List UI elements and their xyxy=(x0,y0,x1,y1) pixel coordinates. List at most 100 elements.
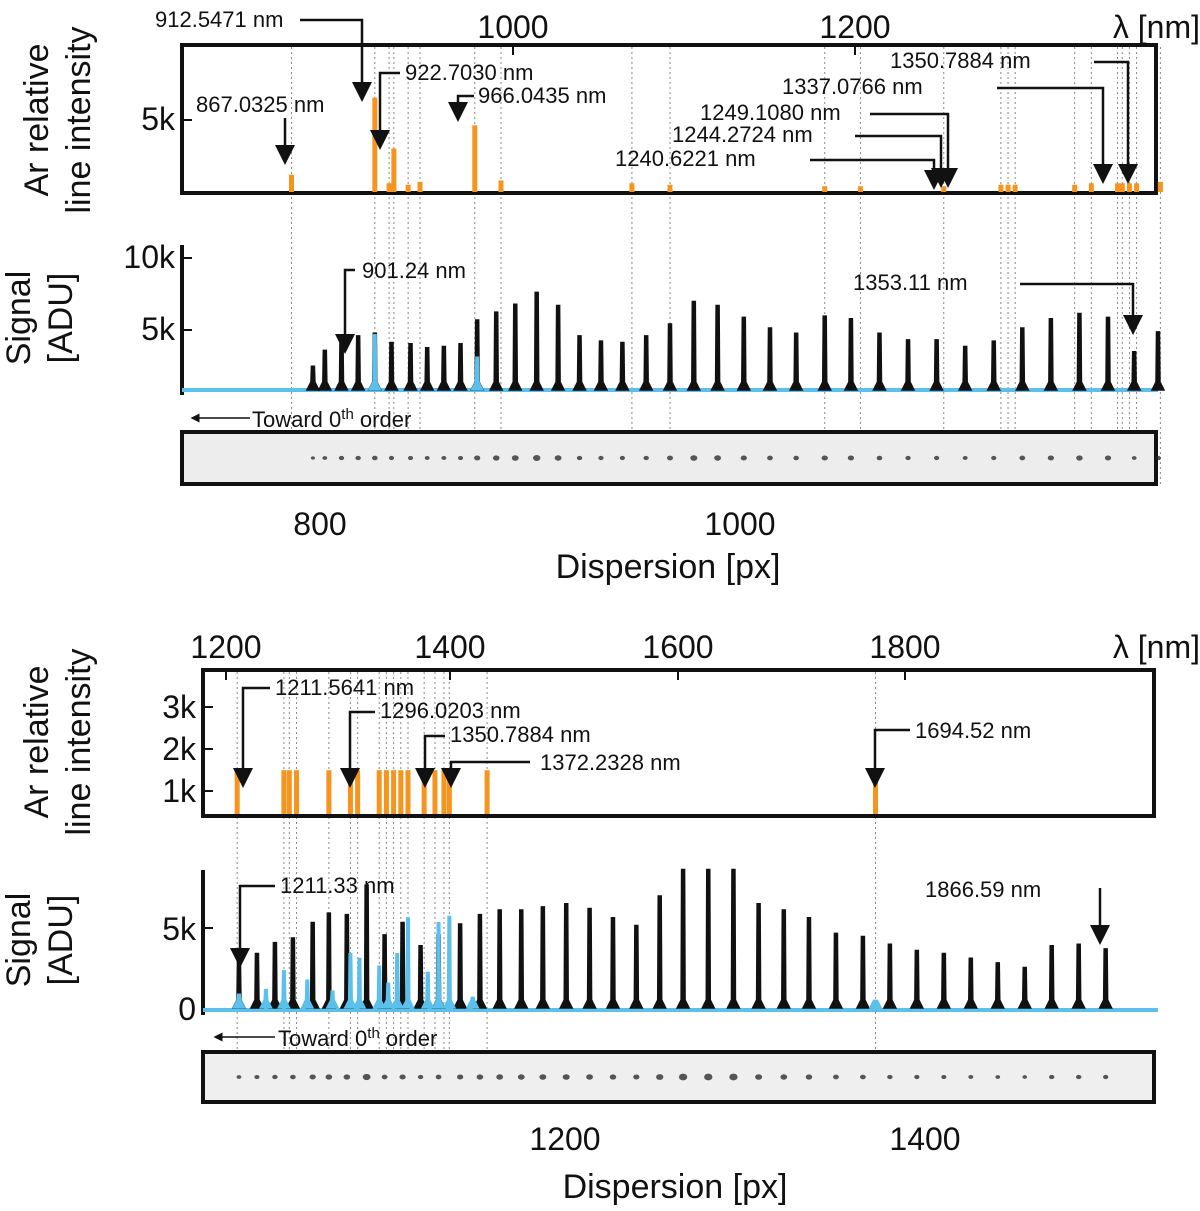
detector-spot xyxy=(905,455,911,461)
signal-peak xyxy=(872,332,887,391)
signal-peak xyxy=(1044,945,1059,1009)
signal-peak xyxy=(1071,943,1086,1009)
ann-901-arrow xyxy=(335,268,355,354)
detector-spot xyxy=(362,1073,371,1081)
signal-peak xyxy=(453,343,468,391)
signal-peak xyxy=(535,906,551,1009)
signal-peak-alt xyxy=(352,957,367,1009)
ann-1350b-arrow xyxy=(415,734,445,788)
top-zero-order-text: Toward 0th order xyxy=(252,406,411,432)
bot-line-ylabel-1: Ar relative xyxy=(18,665,56,818)
bot-wl-tick-1200: 1200 xyxy=(190,629,261,665)
signal-peak xyxy=(909,949,925,1009)
signal-peak xyxy=(267,941,283,1009)
detector-spot xyxy=(290,1074,296,1080)
bot-wl-tick-1800: 1800 xyxy=(869,629,940,665)
ar-line-bar xyxy=(629,183,635,192)
detector-spot xyxy=(1104,455,1112,461)
ar-line-bar xyxy=(667,184,673,192)
signal-peak xyxy=(751,903,766,1009)
bot-detector-strip xyxy=(201,1050,1156,1104)
signal-peak xyxy=(900,339,916,391)
ann-1240-arrow xyxy=(810,158,944,190)
detector-spot xyxy=(876,455,883,461)
signal-peak xyxy=(1072,312,1087,391)
signal-peak xyxy=(936,952,952,1009)
ar-line-bar xyxy=(289,174,295,192)
detector-spot xyxy=(667,455,673,461)
signal-peak xyxy=(529,291,544,391)
ann-1372-arrow xyxy=(441,760,530,788)
bot-zero-order-note: Toward 0th order xyxy=(213,1025,437,1051)
signal-peak-alt xyxy=(259,988,273,1009)
top-line-ylabel-1: Ar relative xyxy=(18,43,56,196)
signal-peak xyxy=(675,868,691,1009)
detector-spot xyxy=(372,455,378,461)
detector-spot xyxy=(476,1074,484,1080)
bot-line-ytick-1k: 1k xyxy=(162,773,197,809)
detector-spot xyxy=(338,455,345,461)
ann-1240: 1240.6221 nm xyxy=(615,146,756,171)
ann-1694-arrow xyxy=(865,728,910,788)
ar-line-bar xyxy=(498,180,504,192)
ar-line-bar xyxy=(326,770,332,814)
top-signal-ylabel-2: [ADU] xyxy=(42,273,80,364)
ann-1244-arrow xyxy=(855,134,951,188)
detector-spot xyxy=(805,1074,813,1080)
signal-peak xyxy=(508,303,523,391)
signal-peak xyxy=(359,884,374,1009)
ar-line-bar xyxy=(822,186,828,192)
signal-peak-alt xyxy=(300,979,315,1009)
bottom-detector-spots xyxy=(236,1073,1109,1081)
ann-912-arrow xyxy=(300,18,372,102)
signal-peak xyxy=(550,304,566,391)
detector-spot xyxy=(355,455,361,461)
detector-spot xyxy=(554,455,562,461)
top-signal-peaks xyxy=(305,291,1166,391)
detector-spot xyxy=(1155,455,1161,461)
top-wl-tick-1200: 1200 xyxy=(819,9,890,45)
ar-line-bar xyxy=(432,770,438,814)
ar-line-bar xyxy=(472,125,478,192)
bottom-signal-peaks xyxy=(231,868,1113,1009)
signal-peak xyxy=(305,365,321,391)
ann-922: 922.7030 nm xyxy=(405,60,533,85)
bottom-signal-annotations: 1211.33 nm 1866.59 nm xyxy=(230,873,1110,968)
ar-line-bar xyxy=(441,770,447,814)
ann-912: 912.5471 nm xyxy=(155,7,283,32)
detector-spot xyxy=(325,1074,333,1080)
bot-line-ylabel-2: line intensity xyxy=(60,648,98,835)
ar-line-bar xyxy=(1005,184,1011,192)
detector-spot xyxy=(576,455,583,461)
detector-spot xyxy=(793,455,799,461)
signal-peak xyxy=(801,917,817,1009)
top-signal-ytick-10k: 10k xyxy=(123,239,176,275)
bot-line-ytick-2k: 2k xyxy=(162,731,197,767)
ann-1353: 1353.11 nm xyxy=(853,270,968,295)
top-line-ytick-5k: 5k xyxy=(141,101,176,137)
ar-line-bar xyxy=(872,770,878,814)
signal-peak xyxy=(1098,948,1113,1009)
ar-line-bar xyxy=(1126,183,1132,192)
ar-line-bar xyxy=(234,770,240,814)
detector-spot xyxy=(562,1074,570,1080)
signal-peak xyxy=(514,909,529,1009)
detector-spot xyxy=(991,455,997,461)
top-disp-tick-800: 800 xyxy=(293,506,346,542)
signal-peak xyxy=(615,341,630,391)
detector-spot xyxy=(1047,455,1054,461)
bot-signal-ytick-5k: 5k xyxy=(162,911,197,947)
ann-1244: 1244.2724 nm xyxy=(672,122,813,147)
ann-1337: 1337.0766 nm xyxy=(782,74,923,99)
detector-spot xyxy=(586,1074,594,1080)
signal-peak xyxy=(701,868,716,1009)
detector-spot xyxy=(441,456,447,460)
ar-line-bar xyxy=(281,770,287,814)
ar-line-bar xyxy=(294,770,300,814)
signal-peak xyxy=(736,316,752,391)
signal-peak xyxy=(929,339,944,391)
detector-spot xyxy=(678,1073,688,1081)
detector-spot xyxy=(755,1074,763,1080)
ann-1296: 1296.0203 nm xyxy=(380,698,521,723)
